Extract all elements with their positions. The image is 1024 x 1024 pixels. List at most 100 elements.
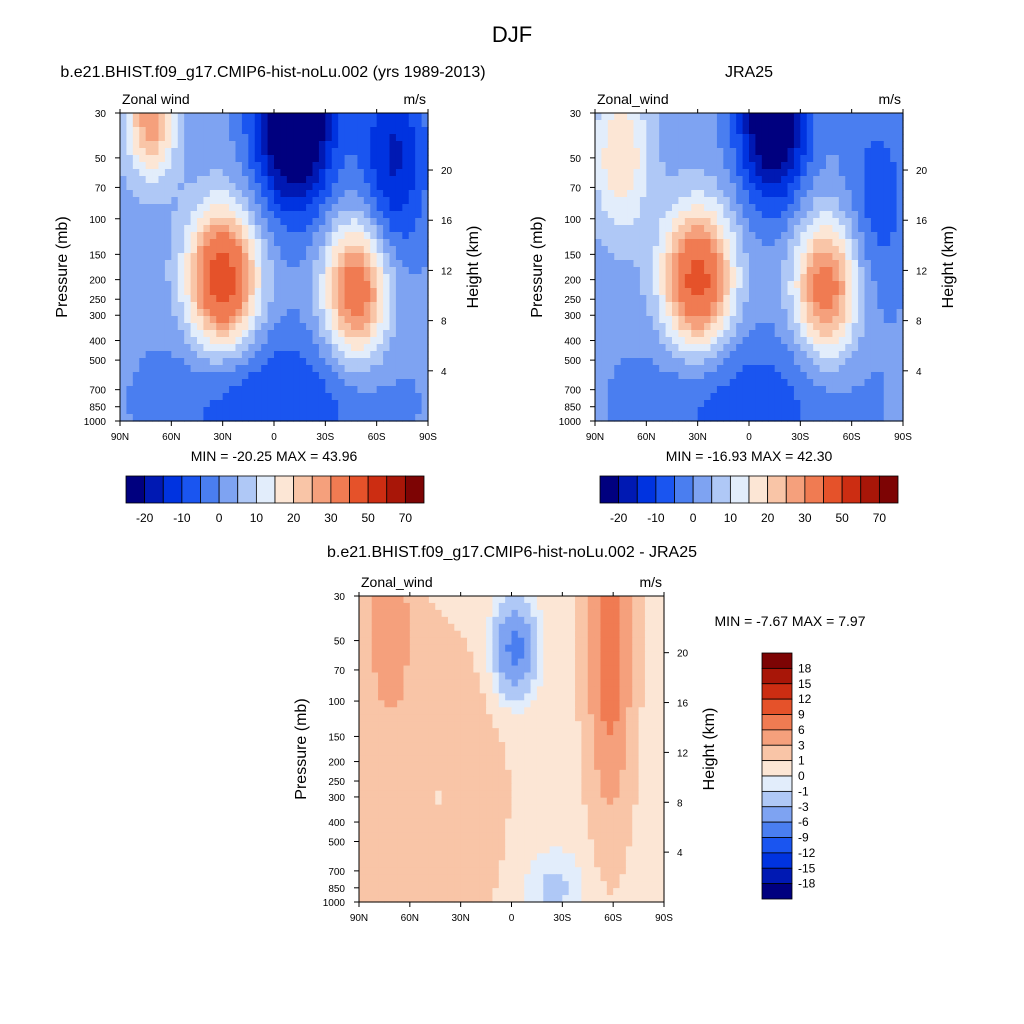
heatmap-cell — [716, 267, 724, 275]
heatmap-cell — [498, 630, 506, 639]
heatmap-cell — [620, 330, 628, 338]
heatmap-cell — [408, 190, 416, 198]
heatmap-cells — [595, 113, 904, 422]
heatmap-cell — [370, 309, 378, 317]
heatmap-cell — [639, 351, 647, 359]
heatmap-cell — [652, 218, 660, 226]
heatmap-cell — [229, 323, 237, 331]
heatmap-cell — [716, 330, 724, 338]
heatmap-cell — [306, 267, 314, 275]
heatmap-cell — [806, 225, 814, 233]
heatmap-cell — [395, 134, 403, 142]
colorbar-box — [785, 475, 806, 504]
x-tick-label: 60S — [843, 432, 861, 443]
heatmap-cell — [120, 330, 128, 338]
heatmap-cell — [299, 267, 307, 275]
heatmap-cell — [710, 141, 718, 149]
heatmap-cell — [543, 658, 551, 667]
heatmap-cell — [152, 253, 160, 261]
heatmap-cell — [755, 134, 763, 142]
heatmap-cell — [370, 323, 378, 331]
heatmap-cell — [197, 358, 205, 366]
heatmap-cell — [473, 658, 481, 667]
heatmap-cell — [416, 637, 424, 646]
heatmap-cell — [389, 197, 397, 205]
heatmap-cell — [793, 281, 801, 289]
heatmap-cell — [806, 134, 814, 142]
heatmap-cell — [197, 253, 205, 261]
heatmap-cell — [422, 644, 430, 653]
heatmap-cell — [697, 302, 705, 310]
heatmap-cell — [864, 204, 872, 212]
heatmap-cell — [505, 658, 513, 667]
heatmap-cell — [344, 302, 352, 310]
heatmap-cell — [620, 372, 628, 380]
colorbar-box — [804, 475, 824, 504]
heatmap-cell — [877, 134, 885, 142]
heatmap-cell — [505, 651, 513, 660]
heatmap-cell — [851, 330, 859, 338]
heatmap-cell — [365, 679, 373, 687]
heatmap-cell — [838, 344, 846, 352]
heatmap-cell — [768, 239, 776, 247]
heatmap-cell — [620, 316, 628, 324]
heatmap-cell — [293, 358, 301, 366]
heatmap-cell — [229, 197, 237, 205]
heatmap-cell — [177, 113, 185, 121]
heatmap-cell — [845, 330, 853, 338]
heatmap-cell — [318, 302, 326, 310]
heatmap-cell — [120, 372, 128, 380]
heatmap-cell — [749, 218, 757, 226]
heatmap-cell — [793, 260, 801, 268]
heatmap-cell — [241, 211, 249, 219]
heatmap-cell — [184, 211, 192, 219]
heatmap-cell — [460, 651, 468, 660]
heatmap-cell — [749, 176, 757, 184]
heatmap-cell — [651, 596, 659, 604]
heatmap-cell — [164, 267, 172, 275]
heatmap-cell — [607, 253, 615, 261]
heatmap-cell — [299, 393, 307, 401]
heatmap-cell — [691, 267, 699, 275]
heatmap-cell — [659, 358, 667, 366]
heatmap-cell — [357, 337, 365, 345]
heatmap-cell — [781, 365, 789, 373]
heatmap-cell — [402, 288, 410, 296]
heatmap-cell — [793, 316, 801, 324]
heatmap-cell — [678, 295, 686, 303]
heatmap-cell — [248, 225, 256, 233]
heatmap-cell — [716, 204, 724, 212]
heatmap-cell — [331, 309, 339, 317]
heatmap-cell — [755, 295, 763, 303]
heatmap-cell — [397, 609, 405, 618]
heatmap-cell — [286, 232, 294, 240]
heatmap-cell — [613, 658, 621, 667]
heatmap-cell — [813, 197, 821, 205]
heatmap-cell — [248, 190, 256, 198]
heatmap-cell — [254, 267, 262, 275]
heatmap-cell — [267, 169, 275, 177]
heatmap-cell — [838, 400, 846, 408]
heatmap-cell — [793, 372, 801, 380]
heatmap-cell — [152, 386, 160, 394]
heatmap-cell — [768, 225, 776, 233]
heatmap-cell — [261, 281, 269, 289]
heatmap-cell — [890, 134, 898, 142]
heatmap-cell — [171, 372, 179, 380]
heatmap-cell — [299, 176, 307, 184]
heatmap-cell — [280, 344, 288, 352]
heatmap-cell — [870, 204, 878, 212]
heatmap-cell — [120, 148, 128, 156]
heatmap-cell — [261, 253, 269, 261]
heatmap-cell — [318, 393, 326, 401]
heatmap-cell — [299, 309, 307, 317]
heatmap-cell — [384, 596, 392, 604]
heatmap-cell — [389, 232, 397, 240]
heatmap-cell — [139, 323, 147, 331]
heatmap-cell — [344, 190, 352, 198]
heatmap-cell — [145, 302, 153, 310]
heatmap-cell — [768, 281, 776, 289]
heatmap-cell — [318, 351, 326, 359]
heatmap-cell — [338, 288, 346, 296]
